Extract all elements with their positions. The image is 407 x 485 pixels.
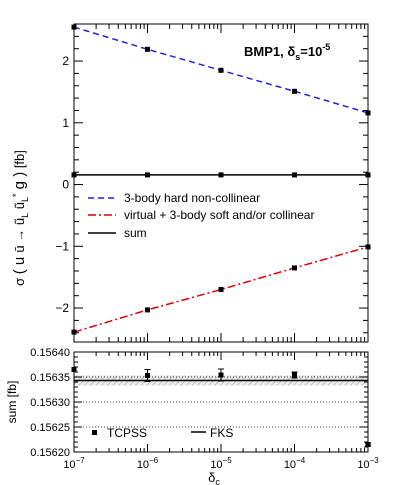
upper-panel: −2 −1 0 1 2 BMP1, δs=10-5 3-body hard non-coll… [11, 23, 371, 343]
legend-swatch [92, 430, 97, 435]
x-tick-label: 10−5 [210, 456, 232, 471]
y-tick-label: 0.15630 [30, 397, 70, 409]
y-tick-label: −2 [55, 301, 69, 315]
data-point [365, 442, 371, 447]
x-tick-label: 10−4 [284, 456, 306, 471]
series-line-virtual [73, 246, 369, 333]
y-tick-label: −1 [55, 239, 69, 253]
data-point [145, 172, 150, 178]
data-point [218, 172, 224, 178]
y-tick-label: 2 [62, 54, 69, 68]
y-tick-label: 0.15620 [30, 447, 70, 459]
data-point [145, 46, 150, 52]
legend-entry: virtual + 3-body soft and/or collinear [124, 208, 314, 222]
data-point [292, 88, 297, 94]
x-tick-label: 10−6 [137, 456, 159, 471]
y-axis-label: sum [fb] [5, 381, 19, 424]
data-point [292, 372, 297, 378]
x-axis-label: δc [208, 470, 220, 485]
data-point [71, 172, 77, 178]
data-point [71, 329, 77, 335]
data-point [71, 367, 77, 372]
y-tick-label: 0 [62, 178, 69, 192]
data-point [218, 287, 224, 293]
x-tick-label: 10−3 [357, 456, 379, 471]
y-tick-label: 1 [62, 116, 69, 130]
y-tick-label: 0.15635 [30, 372, 70, 384]
y-tick-label: 0.15625 [30, 422, 70, 434]
data-point [218, 67, 224, 73]
data-point [292, 265, 297, 271]
y-axis-label: σ ( u ū → ũL ũL* g ) [fb] [11, 150, 30, 286]
x-tick-label: 10−7 [63, 456, 85, 471]
data-point [145, 373, 150, 378]
legend-entry: 3-body hard non-collinear [124, 191, 260, 205]
data-point [365, 244, 371, 250]
data-point [71, 24, 77, 30]
data-point [365, 172, 371, 178]
lower-panel: 0.15620 0.15625 0.15630 0.15635 0.15640 TCPSS… [5, 347, 379, 485]
legend-entry: sum [124, 226, 147, 240]
legend-entry: FKS [210, 426, 233, 440]
data-point [218, 372, 224, 378]
annotation-label: BMP1, δs=10-5 [244, 42, 330, 62]
data-point [292, 172, 297, 178]
y-tick-label: 0.15640 [30, 347, 70, 359]
data-point [365, 110, 371, 116]
data-point [145, 307, 150, 313]
legend-entry: TCPSS [107, 426, 147, 440]
